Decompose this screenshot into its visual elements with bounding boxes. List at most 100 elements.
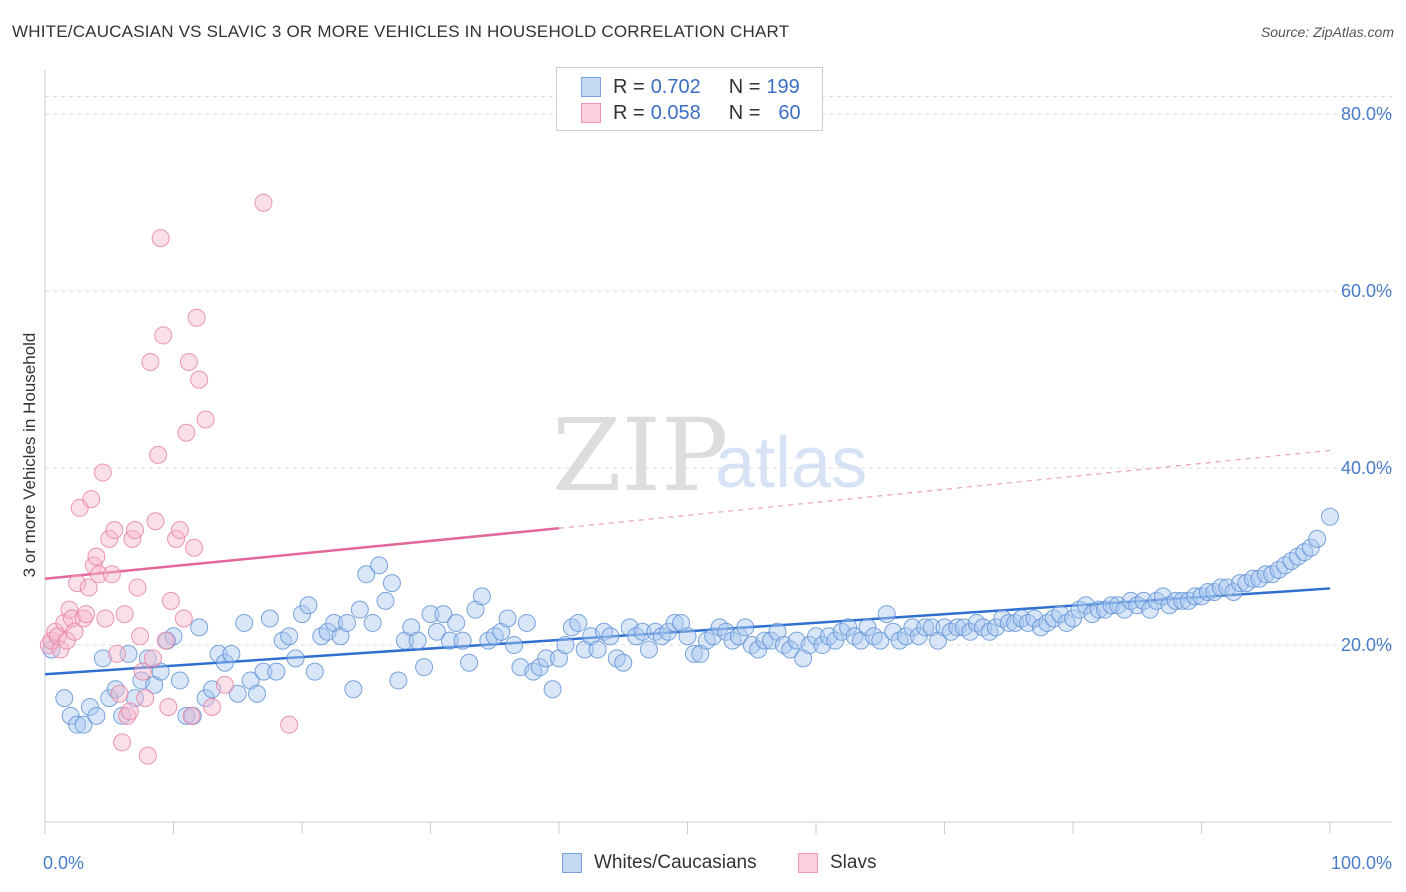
point-whites <box>807 627 825 646</box>
point-whites <box>896 627 915 646</box>
point-whites <box>344 680 363 699</box>
legend-n-label: N = <box>728 101 761 124</box>
point-slavs <box>185 538 204 557</box>
point-slavs <box>179 352 198 371</box>
y-tick-label: 80.0% <box>1341 104 1392 124</box>
point-whites <box>800 636 819 655</box>
point-whites <box>601 627 620 646</box>
point-whites <box>614 653 633 672</box>
point-whites <box>588 640 607 659</box>
point-whites <box>492 622 511 641</box>
point-whites <box>415 658 434 677</box>
point-whites <box>241 671 260 690</box>
point-whites <box>215 653 234 672</box>
watermark: ZIP atlas <box>552 397 867 514</box>
legend-swatch-pink <box>798 853 818 873</box>
point-whites <box>672 613 691 632</box>
point-whites <box>55 689 74 708</box>
point-whites <box>1224 582 1243 601</box>
point-whites <box>408 631 427 650</box>
point-whites <box>421 605 440 624</box>
point-whites <box>254 662 273 681</box>
point-slavs <box>128 578 147 597</box>
point-whites <box>80 697 99 716</box>
point-whites <box>749 640 768 659</box>
point-whites <box>877 605 896 624</box>
legend-r-label: R = <box>613 75 645 98</box>
point-whites <box>260 609 279 628</box>
point-whites <box>929 631 948 650</box>
point-whites <box>93 649 112 668</box>
point-slavs <box>254 193 273 212</box>
point-whites <box>138 649 157 668</box>
point-whites <box>755 631 774 650</box>
point-slavs <box>113 733 132 752</box>
series-legend-slavs: Slavs <box>798 852 876 874</box>
point-whites <box>100 689 119 708</box>
point-slavs <box>151 229 170 248</box>
point-whites <box>466 600 485 619</box>
point-whites <box>389 671 408 690</box>
point-whites <box>575 640 594 659</box>
point-whites <box>903 618 922 637</box>
point-slavs <box>120 702 139 721</box>
series-name: Slavs <box>830 852 877 873</box>
point-slavs <box>87 547 106 566</box>
point-whites <box>1064 609 1082 628</box>
point-whites <box>402 618 421 637</box>
point-slavs <box>51 640 70 659</box>
point-slavs <box>187 308 206 327</box>
point-whites <box>1166 591 1185 610</box>
point-whites <box>1321 507 1339 526</box>
point-whites <box>395 631 414 650</box>
point-slavs <box>167 529 186 548</box>
point-slavs <box>96 609 115 628</box>
point-whites <box>684 644 703 663</box>
point-whites <box>916 618 935 637</box>
point-whites <box>87 706 106 725</box>
point-whites <box>659 622 678 641</box>
point-whites <box>235 613 254 632</box>
point-whites <box>228 684 247 703</box>
point-slavs <box>149 445 168 464</box>
legend-r-value: 0.058 <box>650 101 701 124</box>
point-slavs <box>125 521 144 540</box>
legend-n-value: 60 <box>778 101 801 124</box>
x-tick-label: 100.0% <box>1331 853 1392 873</box>
point-slavs <box>141 352 160 371</box>
x-tick-label: 0.0% <box>43 853 84 873</box>
point-whites <box>286 649 305 668</box>
point-slavs <box>159 697 178 716</box>
point-whites <box>357 565 376 584</box>
point-whites <box>427 622 446 641</box>
point-slavs <box>79 578 98 597</box>
point-whites <box>434 605 453 624</box>
point-whites <box>736 618 755 637</box>
point-whites <box>145 675 164 694</box>
axes <box>44 70 1392 834</box>
point-whites <box>517 613 536 632</box>
trend-lines <box>44 449 1331 676</box>
point-whites <box>61 706 80 725</box>
grid-lines <box>45 96 1392 646</box>
point-whites <box>1308 529 1327 548</box>
point-whites <box>299 596 318 615</box>
point-whites <box>665 613 684 632</box>
legend-row-whites: R = 0.702 N = 199 <box>581 76 800 98</box>
point-whites <box>909 627 928 646</box>
data-points <box>39 193 1339 765</box>
point-whites <box>826 631 845 650</box>
point-slavs <box>107 644 126 663</box>
point-whites <box>337 613 356 632</box>
legend-n-label: N = <box>728 75 761 98</box>
point-whites <box>440 631 459 650</box>
point-slavs <box>93 463 112 482</box>
point-whites <box>505 636 524 655</box>
point-whites <box>280 627 299 646</box>
point-slavs <box>102 565 121 584</box>
point-whites <box>305 662 324 681</box>
trend-line-slavs <box>44 527 560 580</box>
point-slavs <box>177 423 196 442</box>
point-slavs <box>131 627 150 646</box>
